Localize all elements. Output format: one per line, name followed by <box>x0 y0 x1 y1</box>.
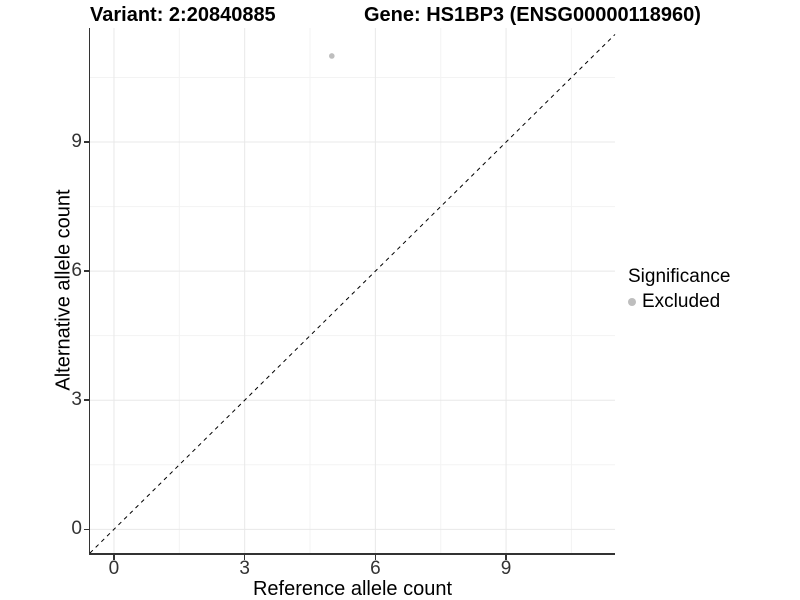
x-tick-label: 6 <box>370 558 381 579</box>
legend-item: Excluded <box>628 291 798 313</box>
y-axis-title: Alternative allele count <box>52 189 75 391</box>
x-tick-mark <box>113 554 115 560</box>
y-tick-label: 9 <box>71 131 82 153</box>
x-axis-line <box>88 553 615 555</box>
legend-item-label: Excluded <box>642 291 721 312</box>
legend-title: Significance <box>628 266 731 287</box>
x-tick-label: 0 <box>108 558 120 579</box>
data-point <box>329 53 335 59</box>
y-tick-mark <box>83 141 89 143</box>
y-tick-mark <box>83 528 89 531</box>
x-tick-label: 9 <box>500 558 512 579</box>
identity-dashed-line <box>89 34 616 554</box>
legend: Significance Excluded <box>628 266 798 313</box>
y-axis-line <box>88 28 90 555</box>
x-tick-mark <box>374 554 377 560</box>
y-tick-label: 0 <box>71 518 82 540</box>
legend-point-icon <box>628 298 636 306</box>
y-tick-mark <box>83 399 89 401</box>
x-axis-title: Reference allele count <box>252 578 452 600</box>
y-tick-label: 6 <box>71 260 82 282</box>
x-tick-label: 3 <box>239 558 250 579</box>
variant-title: Variant: 2:20840885 <box>90 4 276 26</box>
legend-items: Excluded <box>628 291 798 313</box>
plot-panel <box>89 28 616 554</box>
y-tick-label: 3 <box>71 389 82 411</box>
x-tick-mark <box>505 554 507 560</box>
y-tick-mark <box>83 270 89 272</box>
x-tick-mark <box>243 554 246 560</box>
gene-title: Gene: HS1BP3 (ENSG00000118960) <box>364 4 701 26</box>
